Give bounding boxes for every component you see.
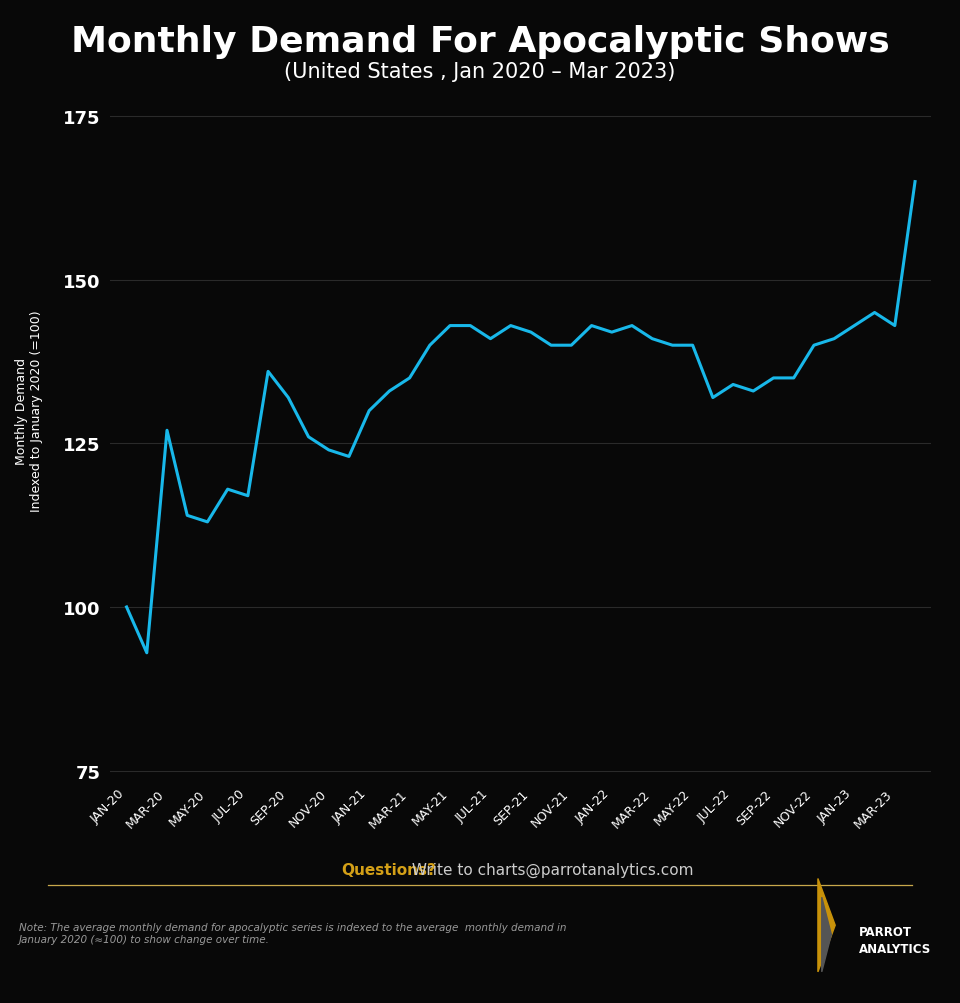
Text: Write to charts@parrotanalytics.com: Write to charts@parrotanalytics.com	[407, 862, 693, 877]
Text: Note: The average monthly demand for apocalyptic series is indexed to the averag: Note: The average monthly demand for apo…	[19, 922, 566, 944]
Text: PARROT
ANALYTICS: PARROT ANALYTICS	[859, 925, 931, 955]
Text: Questions?: Questions?	[341, 863, 436, 877]
Text: Monthly Demand For Apocalyptic Shows: Monthly Demand For Apocalyptic Shows	[71, 25, 889, 59]
Polygon shape	[818, 879, 835, 972]
Polygon shape	[822, 898, 831, 972]
Text: Monthly Demand
Indexed to January 2020 (=100): Monthly Demand Indexed to January 2020 (…	[14, 311, 43, 512]
Text: (United States , Jan 2020 – Mar 2023): (United States , Jan 2020 – Mar 2023)	[284, 62, 676, 82]
